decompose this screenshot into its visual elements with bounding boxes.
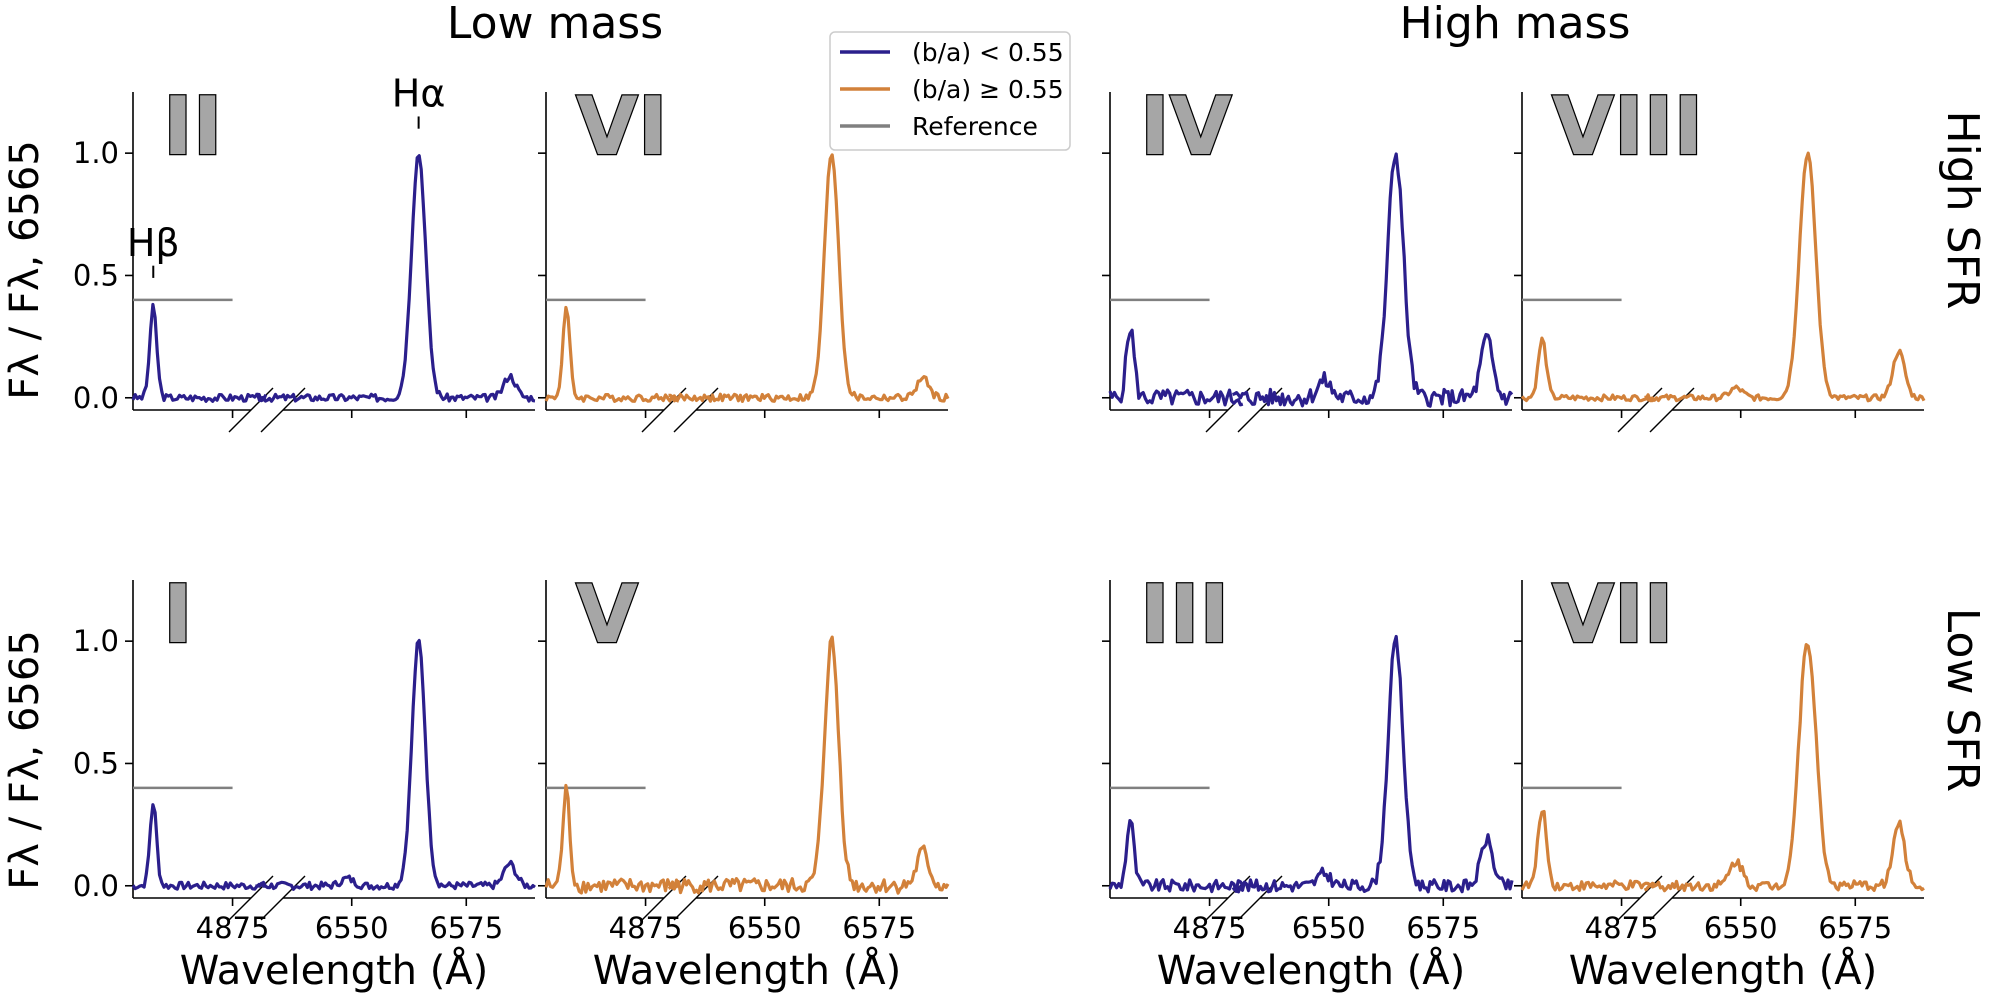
x-tick-label: 6575 — [842, 911, 916, 945]
x-tick-label: 6575 — [1818, 911, 1892, 945]
panel-II: 0.0 0.5 1.0 II Hβ Hα — [73, 72, 536, 433]
panel-VI: VI — [538, 79, 950, 433]
spectrum-halpha — [1232, 152, 1514, 408]
x-tick-label: 6550 — [315, 911, 389, 945]
spectrum-halpha — [667, 635, 950, 895]
spectrum-hbeta — [1520, 336, 1656, 403]
x-tick-label: 4875 — [196, 911, 270, 945]
spectrum-halpha — [1643, 643, 1925, 893]
panel-label-V: V — [576, 568, 638, 661]
x-axis-label: Wavelength (Å) — [1569, 946, 1878, 994]
axis-break-mark — [260, 387, 306, 433]
spectrum-hbeta — [1108, 819, 1245, 894]
spectrum-hbeta — [1520, 809, 1656, 892]
y-tick-label: 0.5 — [73, 746, 119, 780]
legend-label-high-ba: (b/a) ≥ 0.55 — [912, 75, 1064, 104]
row-title-low-sfr: Low SFR — [1937, 608, 1988, 792]
x-tick-label: 6550 — [1292, 911, 1366, 945]
legend-label-reference: Reference — [912, 112, 1038, 141]
axis-break-mark — [673, 875, 719, 921]
x-axis-label: Wavelength (Å) — [180, 946, 489, 994]
column-title-high-mass: High mass — [1400, 0, 1631, 49]
y-tick-label: 1.0 — [73, 136, 119, 170]
legend: (b/a) < 0.55 (b/a) ≥ 0.55 Reference — [829, 31, 1071, 151]
axis-break-mark — [1617, 387, 1663, 433]
x-axis-label: Wavelength (Å) — [593, 946, 902, 994]
x-tick-label: 4875 — [1585, 911, 1659, 945]
column-title-low-mass: Low mass — [447, 0, 663, 49]
panel-label-VII: VII — [1552, 568, 1673, 661]
axis-break-mark — [260, 875, 306, 921]
panel-label-I: I — [163, 568, 193, 661]
panel-label-VI: VI — [576, 80, 668, 173]
x-tick-label: 4875 — [1173, 911, 1247, 945]
spectrum-hbeta — [1108, 328, 1244, 407]
spectrum-halpha — [1231, 634, 1514, 894]
x-axis-label: Wavelength (Å) — [1157, 946, 1466, 994]
panel-IV: IV — [1102, 79, 1514, 433]
y-axis-label-top: Fλ / Fλ, 6565 — [2, 140, 48, 400]
x-tick-label: 6575 — [429, 911, 503, 945]
panel-VIII: VIII — [1514, 79, 1926, 433]
y-tick-label: 1.0 — [73, 624, 119, 658]
panel-label-VIII: VIII — [1552, 80, 1703, 173]
panel-label-IV: IV — [1140, 80, 1232, 173]
spectrum-halpha — [668, 153, 950, 403]
spectrum-halpha — [1644, 151, 1926, 403]
x-tick-label: 4875 — [609, 911, 683, 945]
y-tick-label: 0.5 — [73, 258, 119, 292]
spectrum-hbeta — [544, 305, 680, 403]
x-tick-label: 6575 — [1406, 911, 1480, 945]
legend-frame — [829, 31, 1071, 151]
y-tick-label: 0.0 — [73, 869, 119, 903]
spectrum-hbeta — [131, 803, 268, 891]
x-tick-label: 6550 — [1704, 911, 1778, 945]
halpha-line-label: Hα — [392, 72, 446, 116]
legend-label-low-ba: (b/a) < 0.55 — [912, 38, 1064, 67]
spectrum-halpha — [255, 154, 536, 403]
hbeta-line-label: Hβ — [127, 221, 180, 265]
spectrum-hbeta — [544, 783, 681, 895]
spectrum-halpha — [255, 638, 536, 891]
y-axis-label-bottom: Fλ / Fλ, 6565 — [2, 630, 48, 890]
panel-label-III: III — [1140, 568, 1229, 661]
y-tick-label: 0.0 — [73, 381, 119, 415]
spectrum-hbeta — [131, 302, 268, 403]
row-title-high-sfr: High SFR — [1937, 111, 1988, 310]
x-tick-label: 6550 — [728, 911, 802, 945]
panel-label-II: II — [163, 80, 223, 173]
